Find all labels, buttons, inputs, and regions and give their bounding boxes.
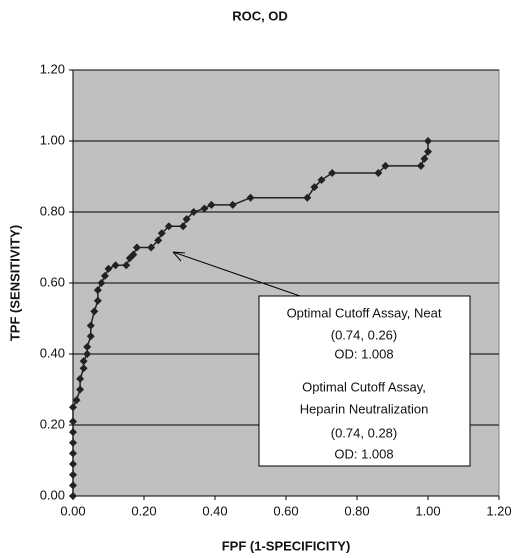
- y-tick-label: 0.60: [40, 274, 65, 289]
- x-tick-label: 0.60: [273, 503, 298, 518]
- marker: [310, 183, 319, 192]
- marker: [79, 364, 88, 373]
- marker: [111, 261, 120, 270]
- marker: [69, 417, 77, 426]
- marker: [83, 350, 92, 358]
- y-tick-label: 0.80: [40, 203, 65, 218]
- annotation-text: OD: 1.008: [334, 446, 393, 461]
- marker: [93, 296, 102, 305]
- marker: [374, 168, 383, 177]
- annotation-text: Optimal Cutoff Assay,: [302, 379, 426, 394]
- chart-title: ROC, OD: [232, 8, 288, 23]
- marker: [97, 279, 106, 287]
- marker: [86, 332, 95, 341]
- marker: [79, 357, 88, 366]
- marker: [69, 481, 77, 490]
- y-tick-label: 1.20: [40, 61, 65, 76]
- marker: [69, 470, 77, 479]
- marker: [132, 243, 141, 252]
- marker: [381, 161, 390, 170]
- marker: [246, 193, 255, 202]
- marker: [76, 385, 85, 394]
- marker: [129, 250, 138, 259]
- marker: [157, 229, 166, 238]
- x-tick-label: 0.40: [202, 503, 227, 518]
- x-tick-label: 1.00: [415, 503, 440, 518]
- marker: [104, 264, 113, 273]
- x-axis-label: FPF (1-SPECIFICITY): [222, 538, 351, 553]
- annotation-text: (0.74, 0.28): [331, 425, 398, 440]
- marker: [86, 321, 95, 330]
- marker: [424, 137, 432, 145]
- marker: [189, 208, 198, 216]
- arrow-head: [172, 251, 186, 262]
- marker: [179, 222, 188, 231]
- marker: [420, 154, 429, 163]
- marker: [69, 460, 77, 469]
- annotation-text: (0.74, 0.26): [331, 327, 398, 342]
- marker: [424, 147, 432, 156]
- marker: [69, 438, 77, 447]
- marker: [147, 243, 156, 252]
- marker: [69, 492, 77, 500]
- x-tick-label: 0.80: [344, 503, 369, 518]
- annotation-text: OD: 1.008: [334, 346, 393, 361]
- marker: [69, 428, 77, 437]
- annotation-text: Optimal Cutoff Assay, Neat: [287, 305, 442, 320]
- marker: [122, 261, 131, 270]
- marker: [93, 286, 102, 295]
- marker: [416, 161, 425, 170]
- y-tick-label: 0.00: [40, 487, 65, 502]
- marker: [303, 193, 312, 202]
- marker: [228, 200, 237, 209]
- marker: [164, 222, 173, 231]
- marker: [154, 236, 163, 245]
- marker: [182, 215, 191, 224]
- annotation-arrow: [172, 251, 301, 297]
- y-tick-label: 0.20: [40, 416, 65, 431]
- marker: [72, 396, 81, 405]
- marker: [100, 271, 109, 280]
- y-axis-label: TPF (SENSITIVITY): [7, 225, 22, 341]
- y-tick-label: 0.40: [40, 345, 65, 360]
- marker: [200, 204, 209, 213]
- marker: [69, 403, 77, 412]
- marker: [83, 342, 92, 351]
- marker: [90, 307, 99, 316]
- annotation-text: Heparin Neutralization: [300, 401, 429, 416]
- x-tick-label: 0.00: [60, 503, 85, 518]
- annotation-box: [258, 295, 471, 467]
- x-tick-label: 1.20: [486, 503, 511, 518]
- marker: [207, 200, 216, 209]
- x-tick-label: 0.20: [131, 503, 156, 518]
- y-tick-label: 1.00: [40, 132, 65, 147]
- marker: [328, 168, 337, 177]
- marker: [69, 449, 77, 458]
- marker: [317, 176, 326, 185]
- marker: [76, 374, 85, 383]
